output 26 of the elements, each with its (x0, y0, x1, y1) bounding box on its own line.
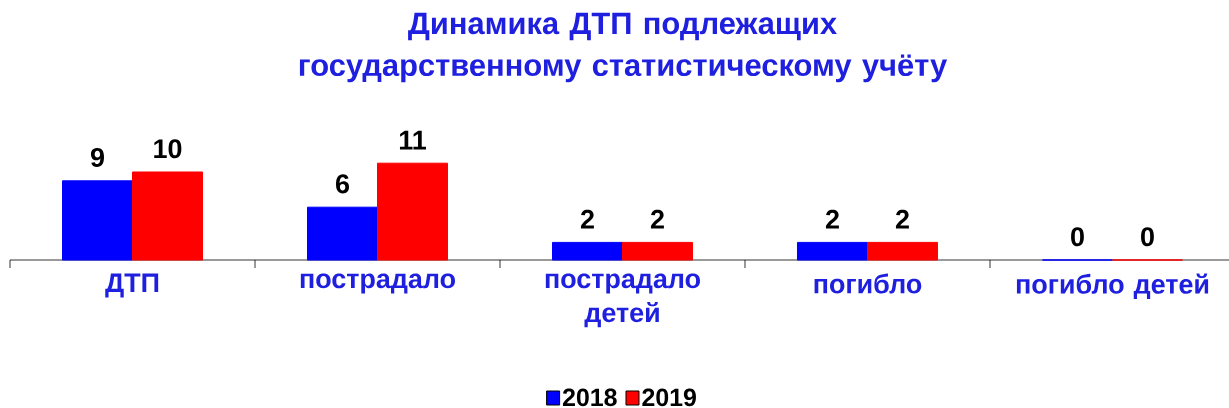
bar (796, 241, 868, 261)
bar (62, 180, 133, 261)
data-label: 2 (895, 209, 909, 229)
bar (132, 171, 203, 261)
data-label: 10 (154, 139, 182, 159)
legend-label: 2018 (562, 388, 617, 407)
x-tick-label: погибло (814, 273, 922, 294)
x-tick-label: погибло детей (1016, 273, 1209, 299)
data-label: 6 (336, 174, 349, 194)
data-label: 0 (1141, 227, 1154, 247)
x-tick-label: пострадало (300, 273, 455, 294)
bar (307, 206, 378, 261)
data-label: 2 (825, 209, 839, 229)
x-tick-label: пострадало детей (545, 273, 700, 328)
data-label: 2 (650, 209, 664, 229)
data-label: 2 (580, 209, 594, 229)
legend-label: 2019 (642, 388, 696, 407)
data-label: 9 (90, 147, 104, 167)
bar (621, 241, 693, 261)
chart-title: Динамика ДТП подлежащих государственному статистическому учёту (299, 12, 948, 83)
x-tick-label: ДТП (105, 273, 159, 298)
bar (552, 241, 623, 261)
data-label: 0 (1071, 227, 1084, 247)
bar (866, 241, 938, 261)
bar (377, 162, 448, 261)
data-label: 11 (399, 130, 426, 150)
